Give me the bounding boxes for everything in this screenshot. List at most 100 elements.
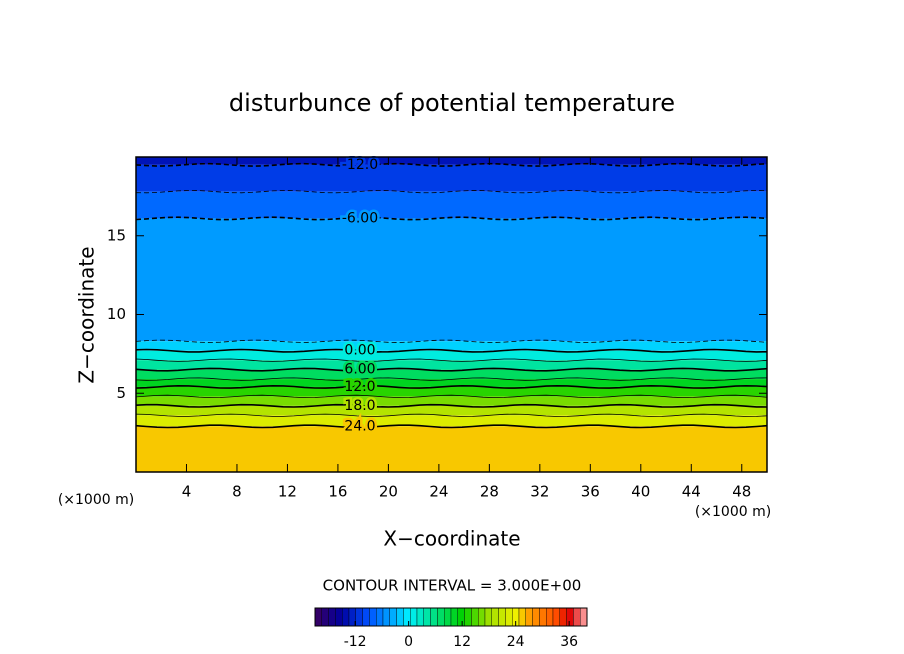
colorbar-cell — [314, 607, 323, 627]
colorbar-cell — [532, 607, 540, 627]
colorbar-cell — [559, 607, 567, 627]
colorbar-cell — [484, 607, 493, 627]
colorbar-cell — [430, 607, 438, 627]
colorbar-cell — [573, 607, 581, 627]
x-tick-label: 8 — [232, 483, 242, 501]
colorbar-cell — [478, 607, 486, 627]
x-tick-label: 32 — [530, 483, 549, 501]
colorbar-cell — [335, 607, 343, 627]
colorbar-tick-label: 12 — [453, 634, 471, 650]
contour-line — [135, 377, 768, 381]
y-tick-label: 5 — [116, 384, 126, 402]
y-unit-label: (×1000 m) — [58, 492, 134, 508]
contour-fill — [136, 379, 767, 387]
contour-label: 18.0 — [344, 398, 375, 414]
contour-fill — [136, 350, 767, 361]
contour-fill — [136, 415, 767, 427]
x-tick-label: 24 — [429, 483, 448, 501]
contour-line — [135, 413, 768, 417]
colorbar-cell — [362, 607, 370, 627]
contour-line — [135, 403, 768, 408]
colorbar-cell — [328, 607, 336, 627]
contour-fill — [136, 157, 767, 165]
colorbar-cell — [342, 607, 350, 627]
contour-line — [135, 339, 768, 343]
colorbar-tick-label: 0 — [404, 634, 413, 650]
colorbar-cell — [580, 607, 588, 627]
colorbar-cell — [498, 607, 506, 627]
contour-line — [135, 162, 768, 167]
contour-label: -6.00 — [342, 210, 378, 226]
colorbar-cell — [505, 607, 513, 627]
contour-line — [135, 190, 768, 194]
contour-line — [135, 384, 768, 389]
colorbar-cell — [376, 607, 384, 627]
x-tick-label: 44 — [682, 483, 701, 501]
contour-line — [135, 424, 768, 429]
contour-line — [135, 367, 768, 372]
contour-fill — [136, 369, 767, 380]
y-tick-label: 15 — [107, 226, 126, 244]
contour-label: 12.0 — [344, 379, 375, 395]
colorbar-cell — [437, 607, 445, 627]
colorbar-cell — [403, 607, 411, 627]
x-tick-label: 16 — [328, 483, 347, 501]
contour-label: 6.00 — [344, 362, 375, 378]
colorbar-cell — [525, 607, 533, 627]
contour-label: 0.00 — [344, 343, 375, 359]
contour-label: 24.0 — [344, 418, 375, 434]
contour-fill — [136, 191, 767, 219]
contour-line — [135, 216, 768, 221]
colorbar-tick-label: -12 — [344, 634, 367, 650]
contour-fill — [136, 405, 767, 416]
colorbar-cell — [450, 607, 459, 627]
contour-fill — [136, 360, 767, 370]
colorbar-cell — [423, 607, 431, 627]
colorbar-cell — [444, 607, 452, 627]
y-tick-label: 10 — [107, 305, 126, 323]
colorbar-cell — [382, 607, 391, 627]
contour-interval: CONTOUR INTERVAL = 3.000E+00 — [323, 577, 582, 595]
colorbar-cell — [539, 607, 547, 627]
colorbar-tick-label: 36 — [560, 634, 578, 650]
contour-line — [135, 394, 768, 399]
colorbar-cell — [369, 607, 377, 627]
colorbar-cell — [410, 607, 418, 627]
contour-line — [135, 358, 768, 362]
contour-fill — [136, 164, 767, 192]
colorbar-cell — [389, 607, 397, 627]
colorbar-cell — [552, 607, 560, 627]
x-tick-label: 28 — [480, 483, 499, 501]
x-tick-label: 12 — [278, 483, 297, 501]
colorbar-cell — [355, 607, 363, 627]
colorbar-cell — [416, 607, 425, 627]
contour-fill — [136, 218, 767, 342]
contour-label: -12.0 — [342, 157, 378, 173]
contour-fill — [136, 426, 767, 472]
colorbar-cell — [518, 607, 526, 627]
x-tick-label: 20 — [379, 483, 398, 501]
y-axis-label: Z−coordinate — [75, 246, 99, 383]
contour-fill — [136, 341, 767, 351]
contour-fill — [136, 396, 767, 406]
colorbar-cell — [464, 607, 472, 627]
colorbar-cell — [471, 607, 479, 627]
x-axis-label: X−coordinate — [383, 527, 520, 551]
colorbar-cell — [457, 607, 465, 627]
colorbar-cell — [566, 607, 574, 627]
x-tick-label: 36 — [581, 483, 600, 501]
contour-line — [135, 348, 768, 353]
contour-fill — [136, 386, 767, 397]
colorbar-cell — [396, 607, 404, 627]
colorbar-tick-label: 24 — [507, 634, 525, 650]
chart-title: disturbunce of potential temperature — [229, 89, 675, 117]
colorbar-cell — [491, 607, 499, 627]
x-tick-label: 48 — [732, 483, 751, 501]
colorbar-cell — [321, 607, 329, 627]
x-tick-label: 40 — [631, 483, 650, 501]
x-tick-label: 4 — [182, 483, 192, 501]
colorbar-frame — [314, 607, 588, 627]
colorbar-cell — [546, 607, 554, 627]
x-unit-label: (×1000 m) — [695, 504, 771, 520]
